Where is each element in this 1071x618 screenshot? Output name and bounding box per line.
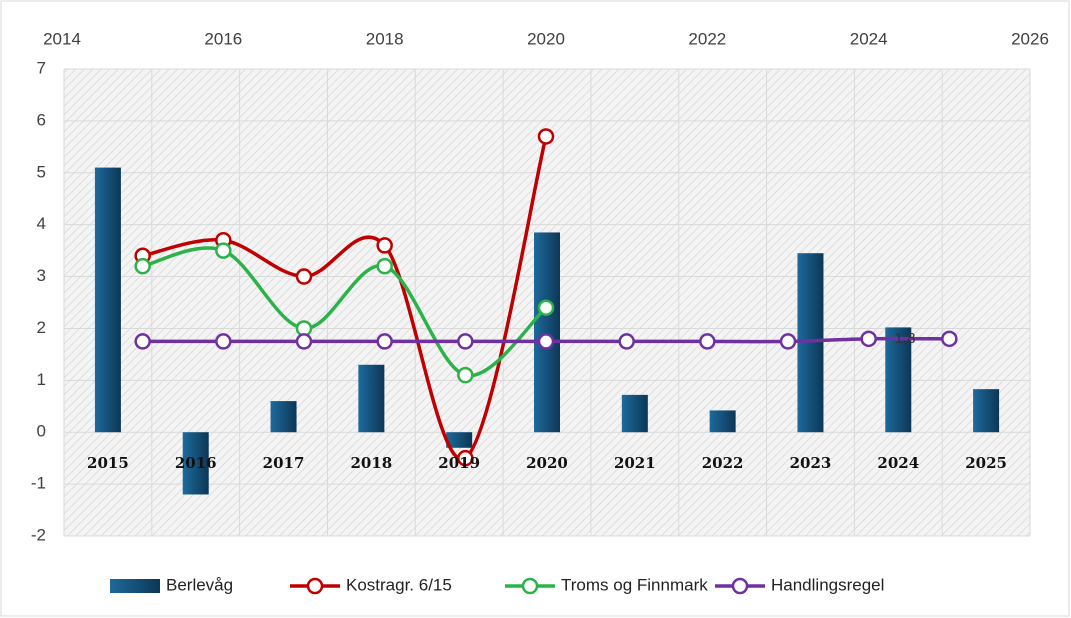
- x-tick-label: 2025: [965, 454, 1007, 472]
- legend-swatch: [110, 579, 160, 593]
- legend-label: Kostragr. 6/15: [346, 575, 452, 594]
- marker: [699, 333, 716, 350]
- x2-tick-label: 2022: [688, 29, 726, 48]
- y-tick-label: 0: [37, 422, 46, 441]
- y-tick-label: 5: [37, 162, 46, 181]
- bar: [621, 394, 648, 433]
- bar: [358, 364, 385, 433]
- marker: [537, 299, 555, 316]
- x-tick-label: 2024: [877, 454, 919, 472]
- legend-marker: [731, 577, 749, 595]
- data-label: 1,8: [895, 330, 916, 347]
- marker: [537, 128, 555, 145]
- x-tick-label: 2023: [790, 454, 832, 472]
- y-tick-label: 1: [37, 370, 46, 389]
- marker: [457, 449, 474, 467]
- marker: [618, 333, 635, 350]
- x2-tick-label: 2016: [204, 29, 242, 48]
- y-tick-label: 6: [37, 110, 46, 129]
- x-tick-label: 2021: [614, 454, 656, 472]
- y-tick-label: 7: [37, 58, 46, 77]
- marker: [215, 333, 232, 350]
- marker: [779, 333, 797, 350]
- x2-tick-label: 2014: [43, 29, 81, 48]
- y-tick-label: -2: [31, 525, 46, 544]
- marker: [941, 330, 958, 348]
- x-tick-label: 2022: [702, 454, 744, 472]
- marker: [376, 237, 393, 254]
- x2-tick-label: 2026: [1011, 29, 1049, 48]
- legend-label: Handlingsregel: [771, 575, 884, 594]
- marker: [295, 268, 313, 285]
- bar: [94, 167, 121, 433]
- x-tick-label: 2018: [350, 454, 392, 472]
- marker: [537, 333, 555, 350]
- x2-tick-label: 2024: [850, 29, 888, 48]
- y-tick-label: 4: [37, 214, 46, 233]
- x-tick-label: 2019: [438, 454, 480, 472]
- marker: [295, 333, 313, 350]
- marker: [457, 366, 474, 384]
- marker: [376, 333, 393, 350]
- x-tick-label: 2015: [87, 454, 129, 472]
- x2-tick-label: 2018: [366, 29, 404, 48]
- y-tick-label: 2: [37, 318, 46, 337]
- marker: [376, 257, 393, 275]
- legend-label: Troms og Finnmark: [561, 575, 708, 594]
- bar: [973, 389, 1000, 433]
- bar: [270, 401, 297, 433]
- bar: [446, 432, 473, 448]
- legend-label: Berlevåg: [166, 575, 233, 594]
- x-tick-label: 2020: [526, 454, 568, 472]
- x-tick-label: 2017: [263, 454, 305, 472]
- legend-marker: [521, 577, 539, 595]
- marker: [215, 242, 232, 259]
- marker: [860, 330, 877, 348]
- bar: [182, 432, 209, 495]
- bar: [534, 232, 560, 433]
- marker: [134, 257, 151, 275]
- bar: [709, 410, 736, 433]
- bar: [885, 327, 912, 433]
- x-tick-label: 2016: [175, 454, 217, 472]
- marker: [134, 333, 151, 350]
- y-tick-label: -1: [31, 474, 46, 493]
- y-tick-label: 3: [37, 266, 46, 285]
- x2-tick-label: 2020: [527, 29, 565, 48]
- marker: [457, 333, 474, 350]
- legend-marker: [306, 577, 324, 595]
